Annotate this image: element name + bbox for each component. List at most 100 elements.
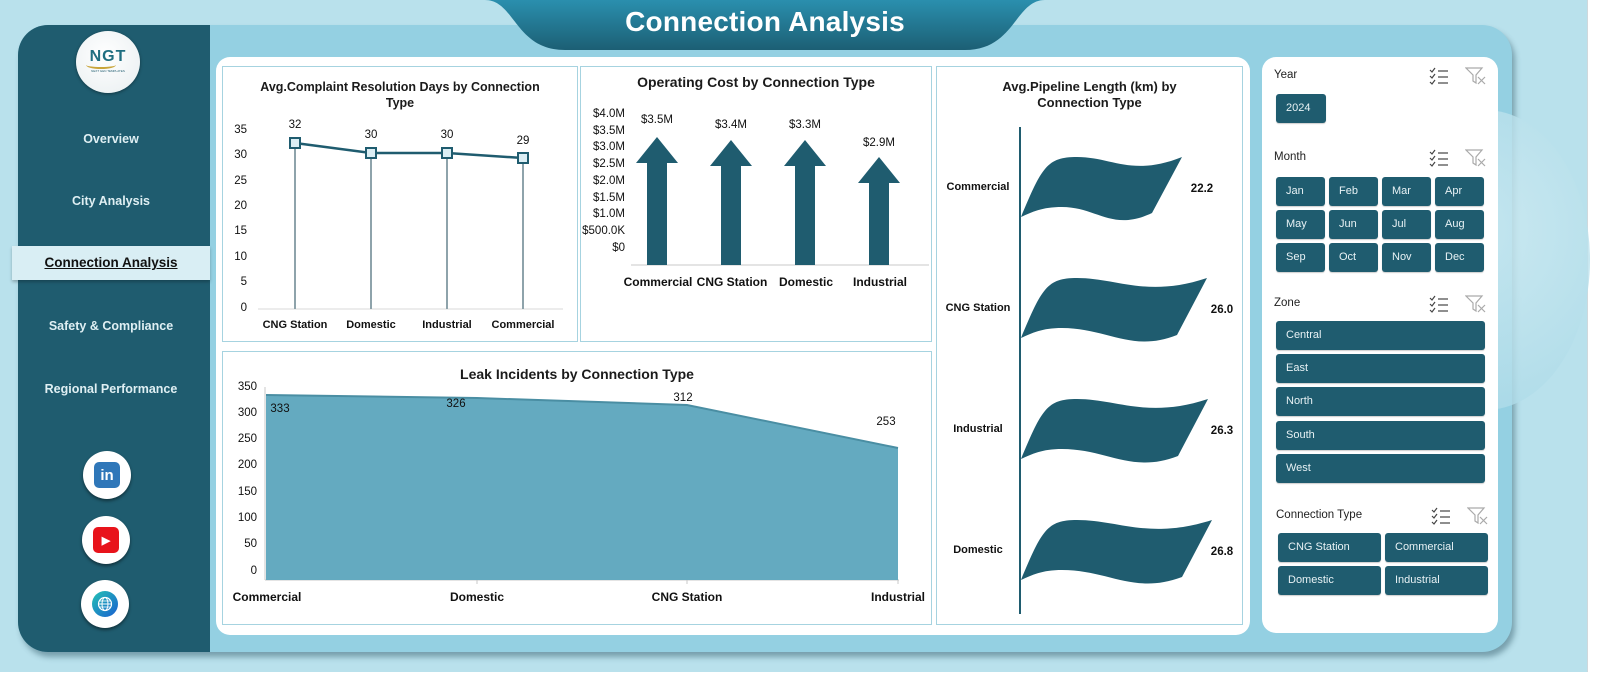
y-tick: 50 xyxy=(244,538,257,550)
chart-title: Avg.Pipeline Length (km) by Connection T… xyxy=(1002,79,1177,110)
chart-title: Avg.Complaint Resolution Days by Connect… xyxy=(260,80,540,110)
website-button[interactable] xyxy=(81,580,129,628)
y-category-label: CNG Station xyxy=(945,302,1011,314)
month-option-sep[interactable]: Sep xyxy=(1276,243,1325,272)
month-option-jan[interactable]: Jan xyxy=(1276,177,1325,206)
month-option-jul[interactable]: Jul xyxy=(1382,210,1431,239)
sidebar-item-connection-analysis[interactable]: Connection Analysis xyxy=(12,246,210,280)
x-category-label: Commercial xyxy=(491,319,555,331)
month-option-may[interactable]: May xyxy=(1276,210,1325,239)
zone-option-central[interactable]: Central xyxy=(1276,321,1485,350)
data-label: $3.5M xyxy=(641,114,673,126)
month-option-nov[interactable]: Nov xyxy=(1382,243,1431,272)
month-option-aug[interactable]: Aug xyxy=(1435,210,1484,239)
header-banner: Connection Analysis xyxy=(485,0,1045,50)
y-tick: $2.5M xyxy=(593,158,625,170)
data-label: 312 xyxy=(673,392,693,404)
data-label: 333 xyxy=(270,403,290,415)
y-category-label: Industrial xyxy=(953,423,1003,435)
y-tick: 0 xyxy=(250,565,257,577)
x-category-label: CNG Station xyxy=(696,275,768,289)
linkedin-button[interactable]: in xyxy=(83,451,131,499)
y-tick: 25 xyxy=(234,175,247,187)
y-tick: 100 xyxy=(237,512,257,524)
y-tick: 150 xyxy=(237,486,257,498)
sidebar-item-safety-compliance[interactable]: Safety & Compliance xyxy=(48,319,174,333)
sidebar-item-city-analysis[interactable]: City Analysis xyxy=(71,194,151,208)
y-tick: 0 xyxy=(240,302,247,314)
x-category-label: Industrial xyxy=(422,319,472,331)
y-category-label: Domestic xyxy=(953,544,1003,556)
y-tick: 35 xyxy=(234,124,247,136)
y-tick: 15 xyxy=(234,225,247,237)
connection-type-slicer-label: Connection Type xyxy=(1276,509,1363,521)
zone-option-east[interactable]: East xyxy=(1276,354,1485,383)
sidebar-item-overview[interactable]: Overview xyxy=(83,132,139,146)
clear-filter-icon[interactable] xyxy=(1467,507,1489,525)
youtube-button[interactable]: ▶ xyxy=(82,516,130,564)
multi-select-icon[interactable] xyxy=(1430,507,1452,525)
y-tick: $500.0K xyxy=(582,225,625,237)
clear-filter-icon[interactable] xyxy=(1465,295,1487,313)
clear-filter-icon[interactable] xyxy=(1465,149,1487,167)
flag-bar-plot xyxy=(1019,127,1212,614)
month-option-jun[interactable]: Jun xyxy=(1329,210,1378,239)
data-label: $2.9M xyxy=(863,137,895,149)
y-tick: 200 xyxy=(237,459,257,471)
data-label: 30 xyxy=(440,129,454,141)
y-tick: 300 xyxy=(237,407,257,419)
leak-incidents-chart: Leak Incidents by Connection Type 350 30… xyxy=(222,351,932,625)
x-category-label: Domestic xyxy=(346,319,396,331)
data-label: 26.3 xyxy=(1210,425,1234,437)
data-label: 326 xyxy=(446,398,466,410)
x-category-label: CNG Station xyxy=(262,319,328,331)
y-tick: 250 xyxy=(237,433,257,445)
logo-subtext: NEXT GEN TEMPLATES xyxy=(91,69,125,73)
data-label: 26.8 xyxy=(1210,546,1234,558)
zone-slicer-label: Zone xyxy=(1274,297,1301,309)
month-option-feb[interactable]: Feb xyxy=(1329,177,1378,206)
month-option-dec[interactable]: Dec xyxy=(1435,243,1484,272)
y-tick: $1.0M xyxy=(593,208,625,220)
year-option-2024[interactable]: 2024 xyxy=(1276,94,1326,123)
data-label: $3.3M xyxy=(789,119,821,131)
chart-title: Operating Cost by Connection Type xyxy=(637,74,875,90)
data-label: 30 xyxy=(364,129,378,141)
header-tab-shape xyxy=(485,0,1045,50)
multi-select-icon[interactable] xyxy=(1428,67,1450,85)
slicer-panel: Year 2024 Month Jan Feb Mar Apr May Jun … xyxy=(1262,57,1498,633)
month-option-mar[interactable]: Mar xyxy=(1382,177,1431,206)
sidebar-item-regional-performance[interactable]: Regional Performance xyxy=(44,382,178,396)
x-category-label: Commercial xyxy=(232,590,302,604)
x-category-label: CNG Station xyxy=(651,590,723,604)
complaint-resolution-chart: Avg.Complaint Resolution Days by Connect… xyxy=(222,66,578,342)
zone-option-south[interactable]: South xyxy=(1276,421,1485,450)
pipeline-length-chart: Avg.Pipeline Length (km) by Connection T… xyxy=(936,66,1243,625)
connection-type-option-commercial[interactable]: Commercial xyxy=(1385,533,1488,562)
logo-text: NGT xyxy=(89,48,127,65)
chart-title: Leak Incidents by Connection Type xyxy=(460,366,694,382)
logo-wave-icon xyxy=(86,61,116,69)
linkedin-icon: in xyxy=(94,462,120,488)
month-option-oct[interactable]: Oct xyxy=(1329,243,1378,272)
x-category-label: Industrial xyxy=(852,275,907,289)
zone-option-north[interactable]: North xyxy=(1276,387,1485,416)
globe-icon xyxy=(92,591,118,617)
y-tick: $0 xyxy=(612,242,625,254)
multi-select-icon[interactable] xyxy=(1428,149,1450,167)
y-tick: $4.0M xyxy=(593,108,625,120)
connection-type-option-domestic[interactable]: Domestic xyxy=(1278,566,1381,595)
arrow-bar-plot xyxy=(631,137,929,266)
page-title: Connection Analysis xyxy=(625,6,905,37)
youtube-icon: ▶ xyxy=(93,527,119,553)
line-plot xyxy=(258,137,563,310)
x-category-label: Domestic xyxy=(449,590,505,604)
clear-filter-icon[interactable] xyxy=(1465,67,1487,85)
connection-type-option-industrial[interactable]: Industrial xyxy=(1385,566,1488,595)
data-label: 22.2 xyxy=(1190,183,1214,195)
connection-type-option-cng-station[interactable]: CNG Station xyxy=(1278,533,1381,562)
zone-option-west[interactable]: West xyxy=(1276,454,1485,483)
month-option-apr[interactable]: Apr xyxy=(1435,177,1484,206)
data-label: 26.0 xyxy=(1210,304,1234,316)
multi-select-icon[interactable] xyxy=(1428,295,1450,313)
